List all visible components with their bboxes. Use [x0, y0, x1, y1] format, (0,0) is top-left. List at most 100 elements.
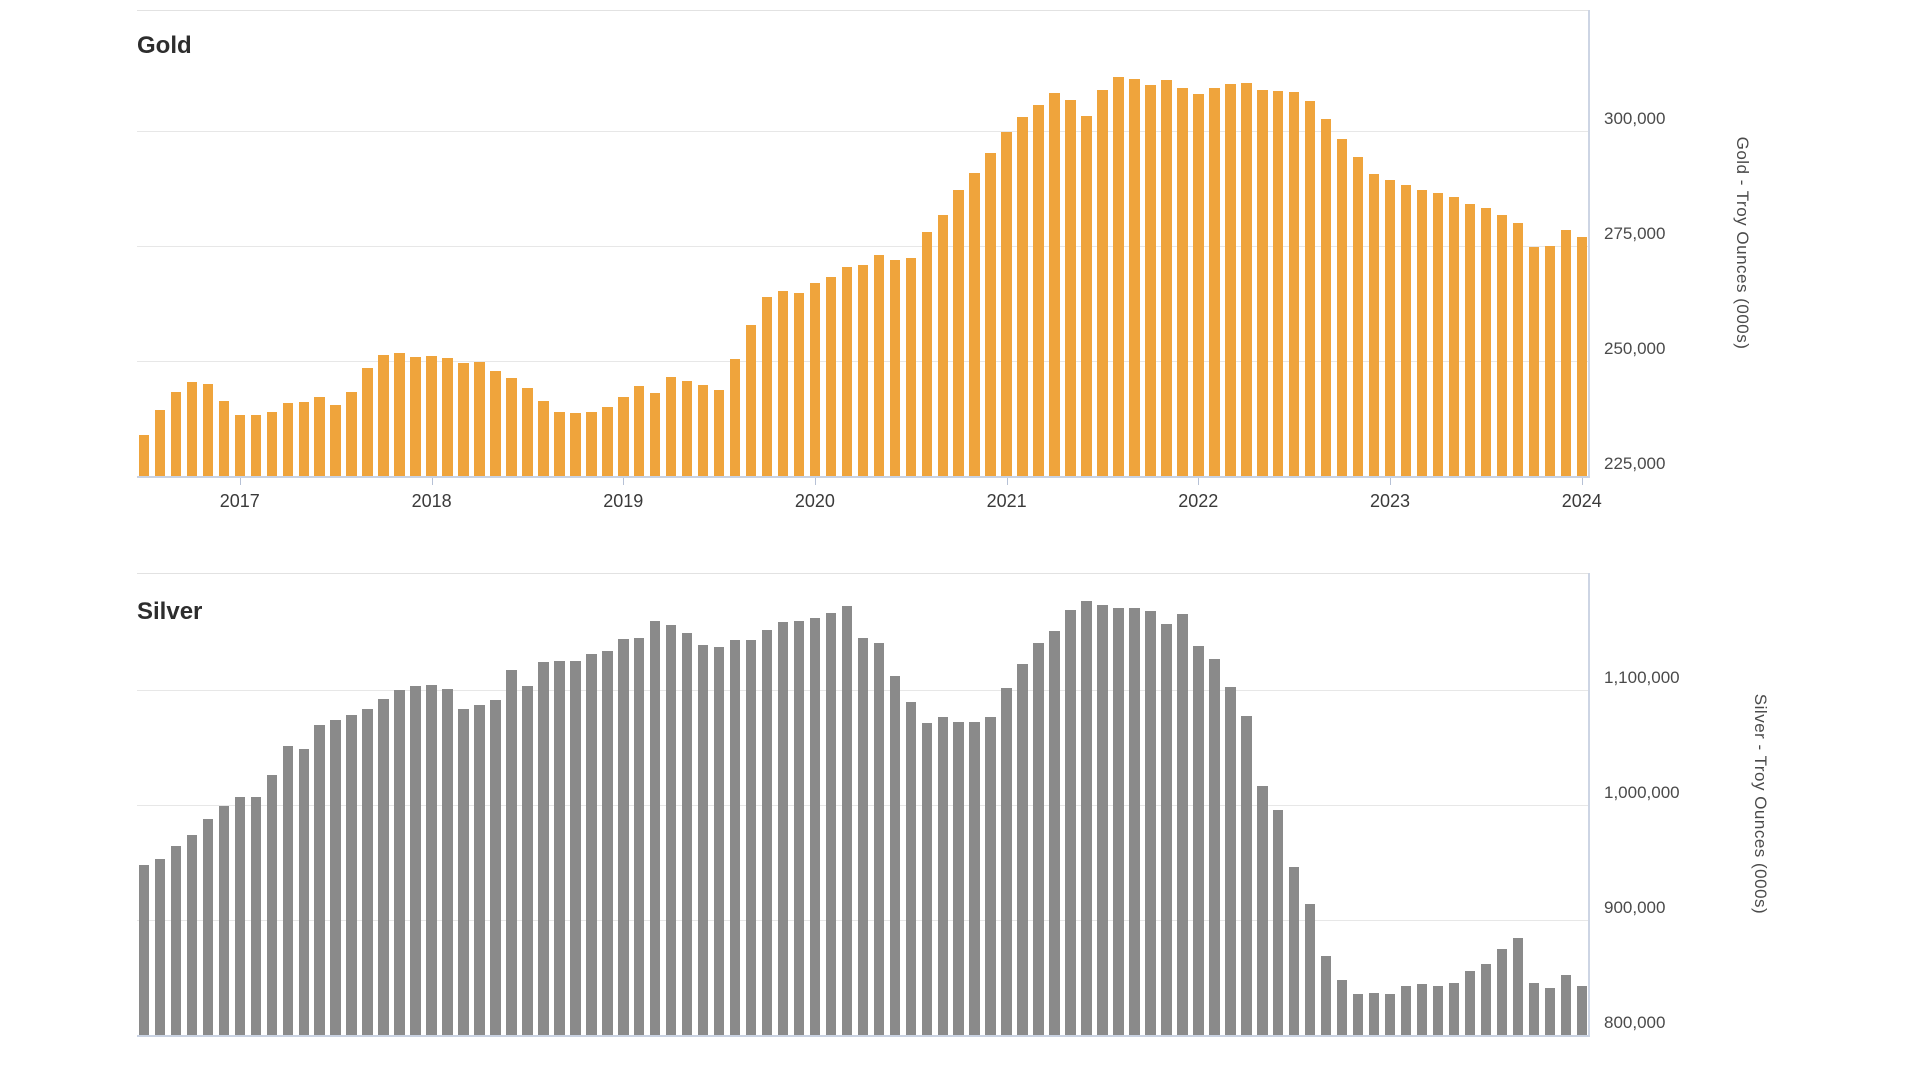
silver-bar[interactable] [841, 605, 853, 1035]
gold-bar[interactable] [905, 257, 917, 476]
silver-bar[interactable] [761, 629, 773, 1035]
gold-bar[interactable] [474, 361, 485, 476]
gold-bar[interactable] [1209, 88, 1220, 476]
silver-bar[interactable] [1400, 986, 1412, 1035]
gold-bar[interactable] [1384, 180, 1396, 476]
silver-bar[interactable] [649, 620, 661, 1035]
silver-bar[interactable] [1097, 604, 1108, 1035]
silver-bar[interactable] [729, 639, 741, 1035]
silver-bar[interactable] [1480, 963, 1492, 1035]
gold-bar[interactable] [1065, 100, 1076, 476]
gold-bar[interactable] [1480, 207, 1492, 476]
silver-bar[interactable] [1496, 948, 1508, 1035]
gold-bar[interactable] [1304, 101, 1316, 476]
gold-bar[interactable] [1528, 246, 1540, 476]
gold-bar[interactable] [1512, 223, 1524, 476]
gold-bar[interactable] [250, 414, 262, 476]
gold-bar[interactable] [969, 172, 980, 476]
gold-bar[interactable] [298, 402, 309, 476]
gold-bar[interactable] [378, 355, 389, 476]
gold-bar[interactable] [410, 356, 421, 476]
gold-bar[interactable] [426, 356, 437, 476]
gold-bar[interactable] [1560, 229, 1572, 476]
gold-bar[interactable] [825, 276, 837, 476]
gold-bar[interactable] [1001, 131, 1012, 476]
gold-bar[interactable] [202, 384, 214, 476]
gold-bar[interactable] [649, 393, 661, 476]
silver-bar[interactable] [1065, 609, 1076, 1035]
gold-bar[interactable] [985, 153, 996, 476]
silver-bar[interactable] [394, 689, 405, 1035]
gold-bar[interactable] [442, 357, 453, 476]
silver-bar[interactable] [889, 675, 901, 1035]
silver-bar[interactable] [538, 661, 549, 1035]
silver-bar[interactable] [1257, 785, 1268, 1035]
gold-bar[interactable] [522, 388, 533, 476]
gold-bar[interactable] [538, 401, 549, 476]
gold-bar[interactable] [314, 396, 325, 476]
gold-bar[interactable] [154, 410, 166, 476]
gold-bar[interactable] [618, 396, 629, 476]
gold-bar[interactable] [1448, 196, 1460, 476]
gold-bar[interactable] [1113, 77, 1124, 476]
silver-bar[interactable] [1001, 687, 1012, 1035]
silver-bar[interactable] [1416, 983, 1428, 1035]
silver-bar[interactable] [1241, 715, 1252, 1035]
gold-bar[interactable] [1049, 92, 1060, 476]
silver-bar[interactable] [713, 646, 725, 1035]
silver-bar[interactable] [825, 612, 837, 1035]
gold-bar[interactable] [266, 412, 278, 476]
silver-bar[interactable] [1336, 979, 1348, 1035]
silver-bar[interactable] [1448, 983, 1460, 1035]
gold-bar[interactable] [1576, 236, 1587, 476]
silver-bar[interactable] [330, 719, 341, 1035]
gold-bar[interactable] [745, 325, 757, 476]
gold-bar[interactable] [1320, 119, 1332, 476]
silver-bar[interactable] [633, 637, 645, 1035]
silver-bar[interactable] [1113, 607, 1124, 1035]
silver-bar[interactable] [474, 704, 485, 1035]
gold-bar[interactable] [1193, 94, 1204, 476]
silver-bar[interactable] [490, 699, 501, 1035]
gold-bar[interactable] [394, 353, 405, 476]
silver-bar[interactable] [1288, 866, 1300, 1035]
gold-bar[interactable] [697, 384, 709, 476]
gold-bar[interactable] [170, 391, 182, 476]
silver-bar[interactable] [1352, 993, 1364, 1035]
gold-bar[interactable] [953, 189, 964, 476]
silver-bar[interactable] [665, 624, 677, 1035]
gold-bar[interactable] [1336, 138, 1348, 476]
silver-bar[interactable] [937, 716, 948, 1035]
silver-bar[interactable] [362, 708, 373, 1035]
gold-bar[interactable] [889, 259, 901, 476]
silver-bar[interactable] [170, 845, 182, 1035]
gold-bar[interactable] [873, 255, 885, 476]
gold-bar[interactable] [857, 264, 869, 476]
gold-bar[interactable] [1432, 193, 1444, 476]
silver-bar[interactable] [554, 660, 565, 1035]
gold-bar[interactable] [1464, 204, 1476, 476]
silver-bar[interactable] [1576, 986, 1587, 1035]
gold-bar[interactable] [1257, 90, 1268, 476]
gold-bar[interactable] [1097, 90, 1108, 476]
silver-bar[interactable] [1081, 600, 1092, 1035]
silver-bar[interactable] [506, 669, 517, 1035]
gold-bar[interactable] [490, 371, 501, 476]
gold-bar[interactable] [1272, 90, 1284, 476]
gold-bar[interactable] [1544, 246, 1556, 476]
silver-bar[interactable] [442, 688, 453, 1035]
silver-bar[interactable] [1225, 686, 1236, 1035]
silver-bar[interactable] [1560, 974, 1572, 1035]
gold-bar[interactable] [1145, 85, 1156, 476]
silver-bar[interactable] [234, 796, 246, 1035]
silver-bar[interactable] [298, 748, 309, 1035]
silver-bar[interactable] [1145, 610, 1156, 1035]
gold-bar[interactable] [921, 231, 933, 476]
gold-bar[interactable] [506, 378, 517, 476]
gold-bar[interactable] [665, 377, 677, 476]
gold-bar[interactable] [282, 402, 294, 476]
silver-bar[interactable] [969, 721, 980, 1035]
silver-bar[interactable] [857, 637, 869, 1035]
silver-bar[interactable] [793, 620, 805, 1035]
silver-bar[interactable] [1129, 607, 1140, 1035]
